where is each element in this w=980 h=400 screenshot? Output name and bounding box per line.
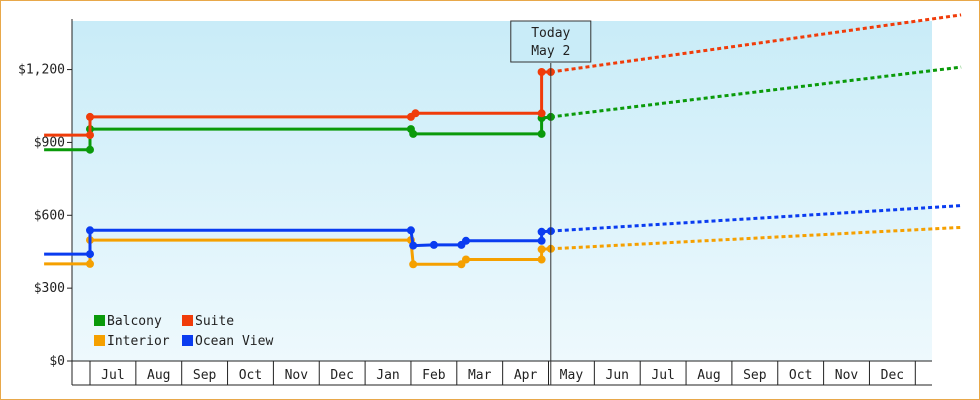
x-tick-label: Jul — [101, 368, 124, 383]
legend-swatch — [94, 315, 105, 326]
legend-item-balcony: Balcony — [94, 314, 162, 329]
series-point — [537, 245, 546, 254]
x-tick-label: Sep — [743, 368, 767, 383]
series-point — [537, 129, 546, 138]
x-tick-label: Feb — [422, 368, 446, 383]
y-tick-label: $1,200 — [18, 63, 65, 78]
legend-swatch — [182, 315, 193, 326]
series-point — [409, 129, 418, 138]
x-tick-label: Sep — [193, 368, 217, 383]
today-date: May 2 — [531, 44, 570, 59]
x-tick-label: Oct — [239, 368, 262, 383]
series-point — [429, 240, 438, 249]
legend-label: Suite — [195, 314, 234, 329]
legend-swatch — [94, 335, 105, 346]
today-label: Today — [531, 26, 570, 41]
series-forecast-line — [550, 13, 962, 74]
x-tick-label: Apr — [514, 368, 538, 383]
series-point — [409, 241, 418, 250]
y-tick-label: $0 — [49, 354, 65, 369]
x-tick-label: Aug — [697, 368, 720, 383]
plot-background — [72, 21, 932, 361]
series-point — [537, 227, 546, 236]
series-point — [411, 109, 420, 118]
legend-label: Balcony — [107, 314, 162, 329]
series-ocean-view — [44, 204, 962, 259]
series-point — [86, 131, 94, 140]
series-point — [537, 68, 546, 76]
x-tick-label: Nov — [835, 368, 859, 383]
x-tick-label: Dec — [330, 368, 353, 383]
series-point — [409, 260, 418, 269]
y-tick-label: $300 — [34, 281, 65, 296]
series-point — [537, 109, 546, 118]
series-point — [86, 250, 94, 259]
x-tick-label: Jul — [651, 368, 674, 383]
series-point — [462, 236, 470, 245]
series-point — [86, 226, 94, 235]
x-tick-label: May — [560, 368, 584, 383]
x-tick-label: Nov — [285, 368, 309, 383]
series-point — [462, 255, 470, 264]
series-point — [86, 112, 94, 121]
x-tick-label: Jan — [376, 368, 399, 383]
x-tick-label: Dec — [881, 368, 904, 383]
series-point — [86, 259, 94, 268]
series-point — [86, 145, 94, 154]
x-tick-label: Oct — [789, 368, 812, 383]
series-point — [537, 255, 546, 264]
legend-swatch — [182, 335, 193, 346]
legend-item-suite: Suite — [182, 314, 234, 329]
y-tick-label: $600 — [34, 208, 65, 223]
series-forecast-line — [550, 204, 962, 233]
series-point — [406, 226, 415, 235]
legend-label: Interior — [107, 334, 170, 349]
y-tick-label: $900 — [34, 135, 65, 150]
x-tick-label: Aug — [147, 368, 170, 383]
series-forecast-line — [550, 65, 962, 119]
series-point — [537, 236, 546, 245]
legend-item-interior: Interior — [94, 334, 170, 349]
x-tick-label: Jun — [606, 368, 629, 383]
legend-label: Ocean View — [195, 334, 273, 349]
series-suite — [44, 13, 962, 140]
legend-item-ocean-view: Ocean View — [182, 334, 273, 349]
series-forecast-line — [550, 225, 962, 251]
today-box — [510, 20, 592, 63]
x-tick-label: Mar — [468, 368, 492, 383]
